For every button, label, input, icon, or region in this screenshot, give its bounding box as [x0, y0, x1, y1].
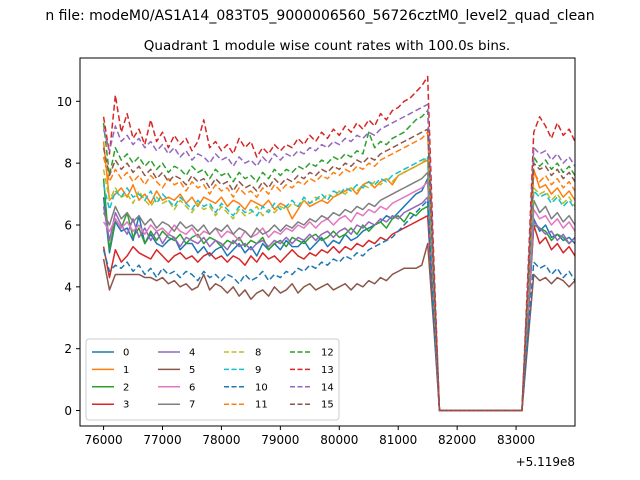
series-line-9 [102, 156, 575, 412]
x-offset-label: +5.119e8 [516, 455, 575, 469]
legend-label: 14 [321, 382, 334, 393]
legend-label: 3 [123, 400, 129, 411]
legend-label: 12 [321, 348, 334, 359]
y-tick-label: 6 [64, 218, 72, 232]
legend-label: 8 [255, 348, 261, 359]
chart-title: Quadrant 1 module wise count rates with … [144, 38, 510, 54]
legend-label: 13 [321, 365, 334, 376]
legend-label: 11 [255, 400, 268, 411]
legend-label: 10 [255, 382, 268, 393]
x-tick-label: 78000 [202, 433, 240, 447]
legend-label: 7 [189, 400, 195, 411]
series-line-14 [102, 103, 575, 412]
axes-frame [79, 57, 576, 427]
series-line-13 [102, 75, 575, 412]
y-tick-label: 4 [64, 280, 72, 294]
series-line-6 [102, 180, 575, 412]
y-tick-label: 8 [64, 157, 72, 171]
series-line-3 [102, 214, 575, 412]
series-line-4 [102, 196, 575, 412]
series-line-7 [102, 171, 575, 412]
y-axis: 0 2 4 6 8 10 [57, 95, 80, 418]
series-line-10 [102, 199, 575, 412]
legend-label: 4 [189, 348, 195, 359]
legend-label: 1 [123, 365, 129, 376]
x-tick-label: 80000 [320, 433, 358, 447]
series-line-1 [102, 141, 575, 412]
legend-label: 6 [189, 382, 195, 393]
series-line-12 [102, 109, 575, 412]
y-tick-label: 0 [64, 404, 72, 418]
series-line-15 [102, 128, 575, 412]
legend-label: 9 [255, 365, 261, 376]
x-axis: 76000 77000 78000 79000 80000 81000 82000 83000 [84, 426, 535, 447]
series-line-11 [102, 131, 575, 412]
legend-box [85, 338, 340, 421]
x-tick-label: 77000 [143, 433, 181, 447]
x-tick-label: 82000 [438, 433, 476, 447]
figure-suptitle: n file: modeM0/AS1A14_083T05_9000006560_… [45, 8, 594, 24]
series-line-5 [102, 242, 575, 412]
y-tick-label: 2 [64, 342, 72, 356]
series-line-8 [102, 156, 575, 412]
legend-label: 15 [321, 400, 334, 411]
series-layer [102, 75, 575, 412]
x-tick-label: 81000 [379, 433, 417, 447]
x-tick-label: 83000 [497, 433, 535, 447]
x-tick-label: 76000 [84, 433, 122, 447]
y-tick-label: 10 [57, 95, 72, 109]
legend-label: 5 [189, 365, 195, 376]
legend-label: 2 [123, 382, 129, 393]
x-tick-label: 79000 [261, 433, 299, 447]
legend-label: 0 [123, 348, 129, 359]
